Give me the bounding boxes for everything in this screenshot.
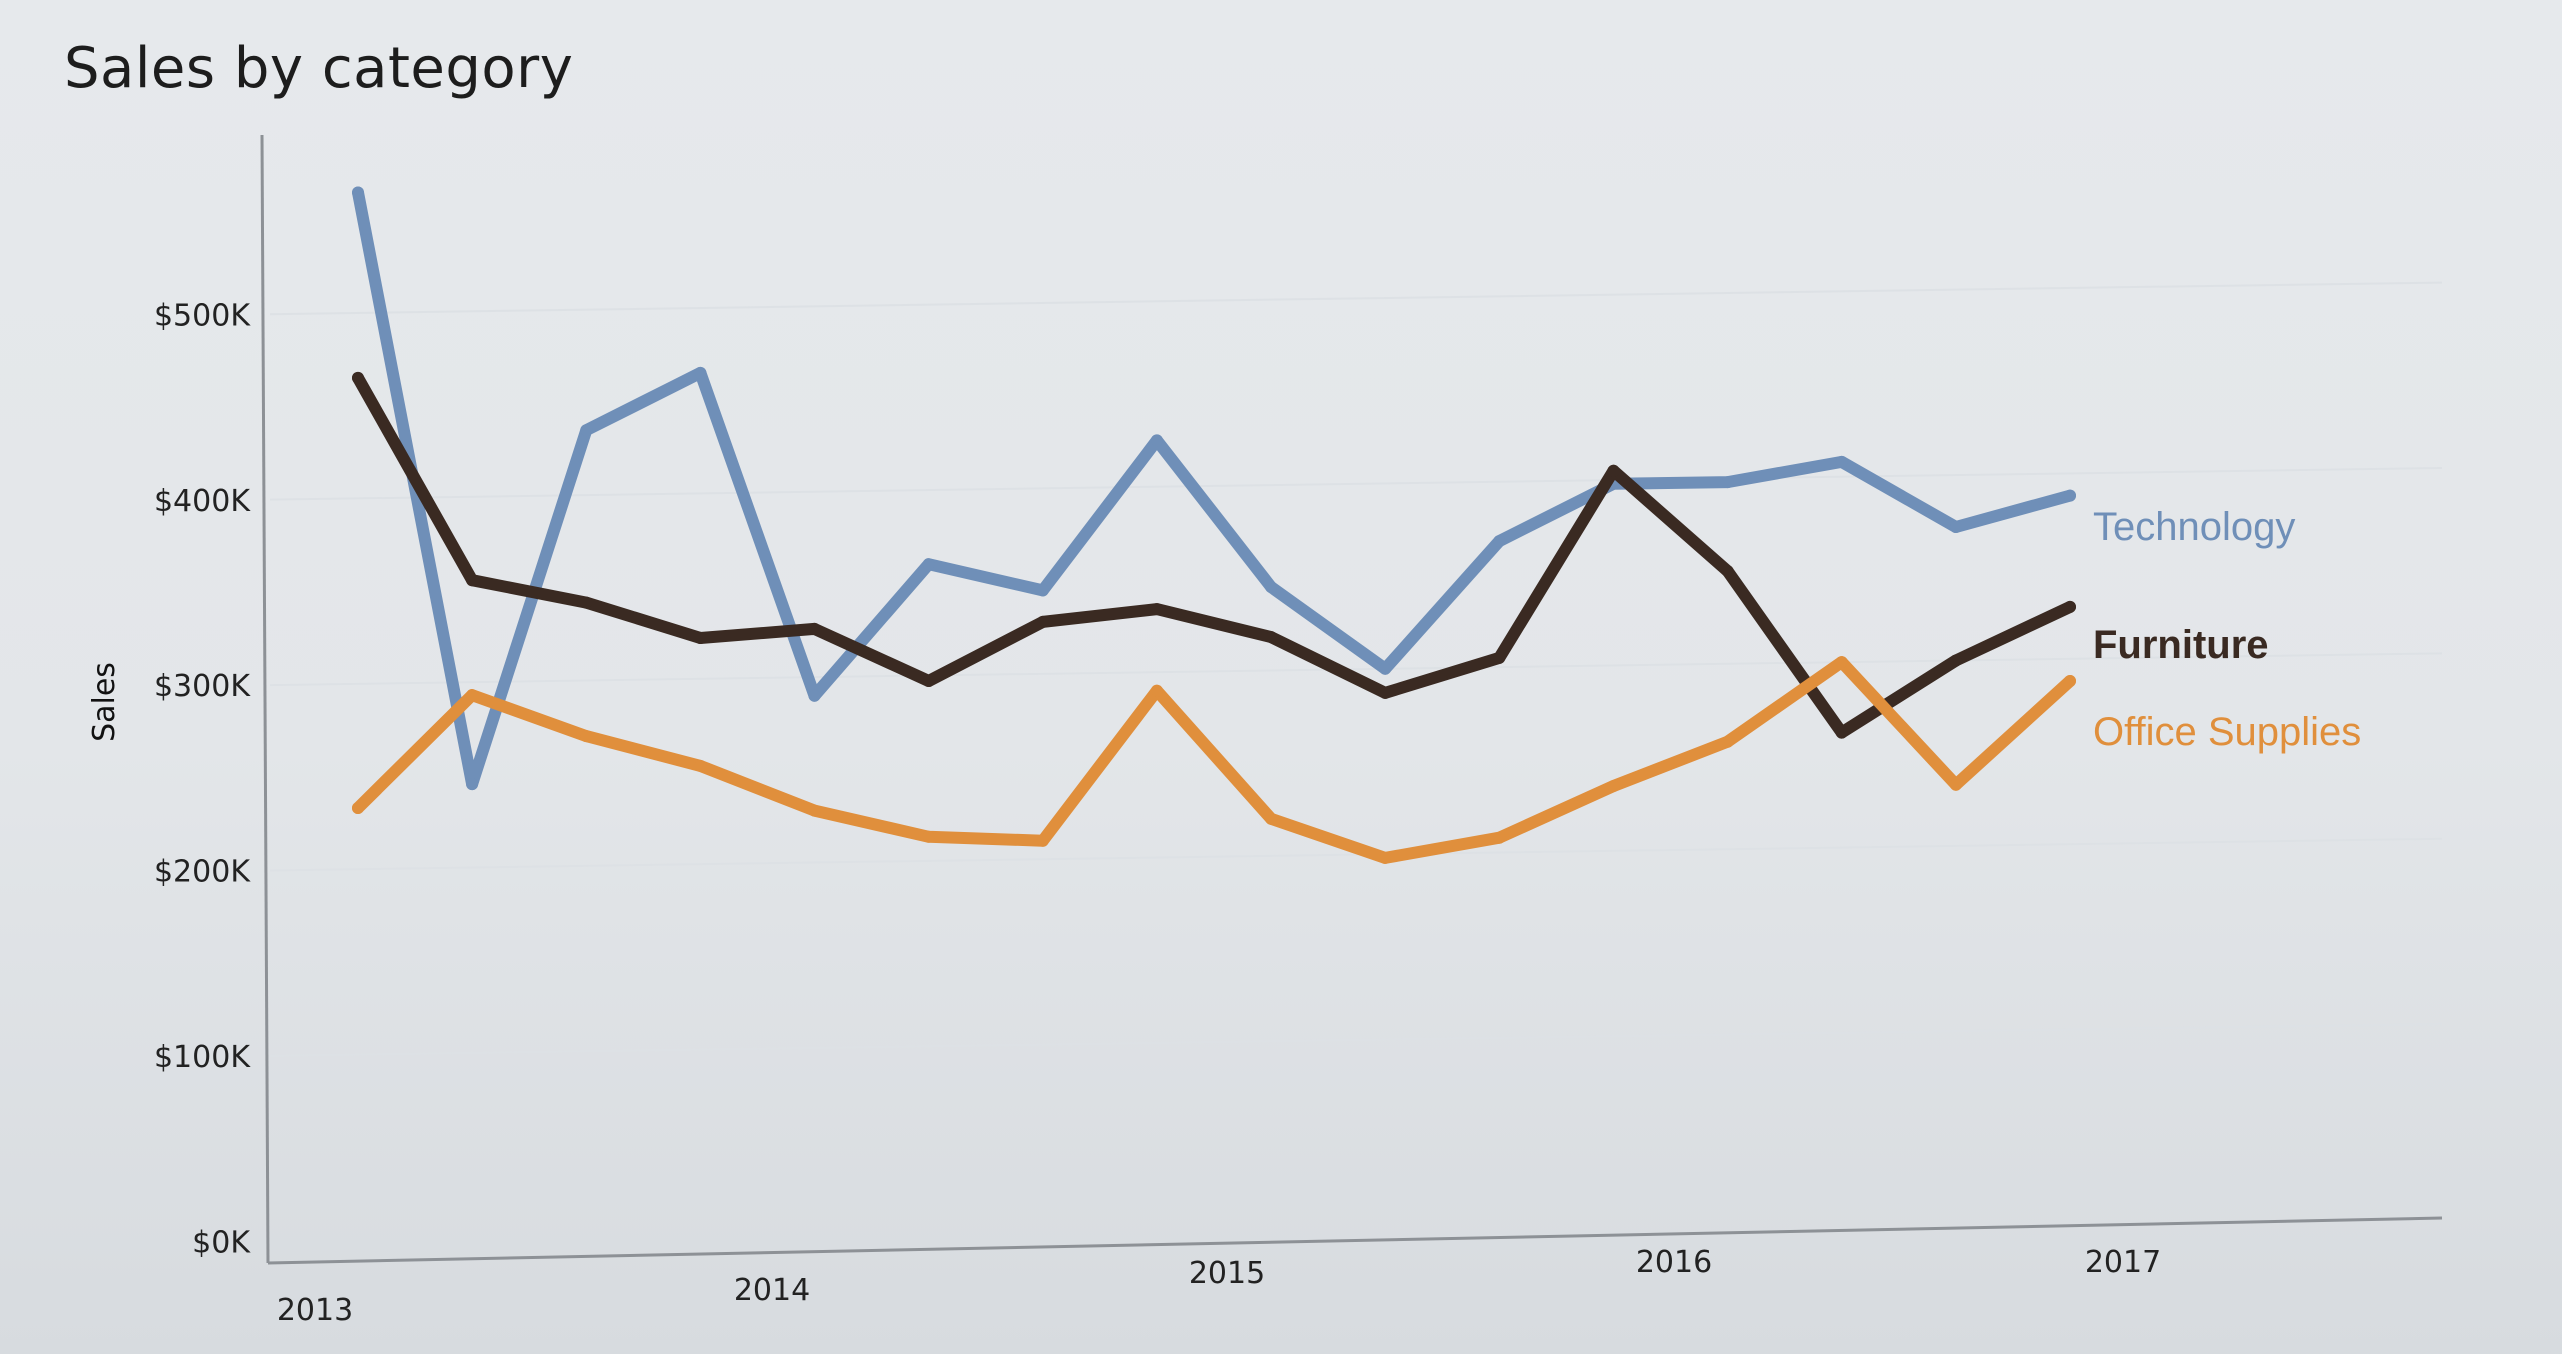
data-point-furniture xyxy=(1493,651,1506,664)
data-point-furniture xyxy=(1265,631,1278,644)
data-point-technology xyxy=(1150,434,1163,447)
data-point-technology xyxy=(1721,476,1734,489)
y-tick-label: $100K xyxy=(154,1040,251,1075)
data-point-technology xyxy=(580,424,593,437)
series-lines xyxy=(352,186,2076,864)
data-point-furniture xyxy=(466,574,479,587)
data-point-furniture xyxy=(1150,603,1163,616)
data-point-office-supplies xyxy=(1150,684,1163,697)
data-point-furniture xyxy=(1835,726,1848,739)
data-point-technology xyxy=(352,186,364,199)
data-point-furniture xyxy=(922,675,935,687)
data-point-furniture xyxy=(352,371,364,384)
data-point-technology xyxy=(694,366,707,379)
data-point-office-supplies xyxy=(580,730,593,743)
series-line-office-supplies xyxy=(352,656,2076,864)
x-tick-label: 2014 xyxy=(734,1273,810,1308)
data-point-furniture xyxy=(1949,654,1962,667)
gridline-3 xyxy=(269,652,2443,687)
series-labels: Technology Furniture Office Supplies xyxy=(2093,505,2361,754)
data-point-technology xyxy=(1835,455,1848,468)
data-point-office-supplies xyxy=(922,830,935,843)
data-point-office-supplies xyxy=(1835,656,1848,669)
x-tick-label: 2017 xyxy=(2085,1245,2161,1280)
data-point-office-supplies xyxy=(352,802,364,814)
data-point-furniture xyxy=(1379,686,1392,699)
y-tick-label: $500K xyxy=(154,298,251,333)
data-point-office-supplies xyxy=(1265,812,1278,825)
data-point-office-supplies xyxy=(694,759,707,772)
data-point-office-supplies xyxy=(808,804,821,817)
x-axis-line xyxy=(267,1216,2443,1265)
gridline-5 xyxy=(269,281,2443,316)
data-point-furniture xyxy=(808,622,821,635)
x-tick-label: 2015 xyxy=(1189,1256,1265,1291)
data-point-office-supplies xyxy=(1607,780,1620,792)
x-tick-label: 2016 xyxy=(1636,1245,1712,1280)
y-axis-line xyxy=(260,134,270,1264)
data-point-office-supplies xyxy=(1036,834,1049,847)
data-point-technology xyxy=(808,689,821,702)
data-point-office-supplies xyxy=(466,689,479,702)
y-tick-label: $0K xyxy=(192,1225,251,1260)
data-point-office-supplies xyxy=(1493,831,1506,844)
gridlines xyxy=(269,281,2443,1057)
chart-title: Sales by category xyxy=(64,36,574,101)
data-point-technology xyxy=(1493,535,1506,548)
y-tick-labels: $0K $100K $200K $300K $400K $500K xyxy=(154,298,251,1260)
data-point-furniture xyxy=(1721,565,1734,578)
x-tick-labels: 2013 2014 2015 2016 2017 xyxy=(277,1245,2161,1328)
gridline-2 xyxy=(269,837,2443,872)
data-point-technology xyxy=(1265,581,1278,593)
series-label-technology: Technology xyxy=(2093,505,2295,549)
data-point-technology xyxy=(1949,521,1962,533)
y-tick-label: $400K xyxy=(154,484,251,519)
data-point-office-supplies xyxy=(2064,675,2076,687)
y-axis-title: Sales xyxy=(87,662,122,742)
data-point-office-supplies xyxy=(1379,851,1392,864)
data-point-office-supplies xyxy=(1721,735,1734,748)
data-point-furniture xyxy=(694,632,707,644)
data-point-furniture xyxy=(580,596,593,609)
series-line-furniture xyxy=(352,371,2076,739)
series-label-furniture: Furniture xyxy=(2093,623,2269,667)
y-tick-label: $200K xyxy=(154,855,251,890)
data-point-furniture xyxy=(2064,600,2076,613)
data-point-furniture xyxy=(1036,615,1049,628)
series-line-technology xyxy=(352,186,2076,791)
series-label-office-supplies: Office Supplies xyxy=(2093,710,2361,754)
x-tick-label: 2013 xyxy=(277,1293,353,1328)
data-point-technology xyxy=(1379,662,1392,675)
y-tick-label: $300K xyxy=(154,669,251,704)
data-point-technology xyxy=(2064,489,2076,502)
gridline-1 xyxy=(269,1023,2443,1057)
data-point-technology xyxy=(922,558,935,571)
data-point-technology xyxy=(466,778,479,791)
gridline-4 xyxy=(269,466,2443,501)
axes xyxy=(260,134,2443,1265)
data-point-office-supplies xyxy=(1949,778,1962,791)
data-point-technology xyxy=(1036,584,1049,597)
data-point-furniture xyxy=(1607,464,1620,477)
